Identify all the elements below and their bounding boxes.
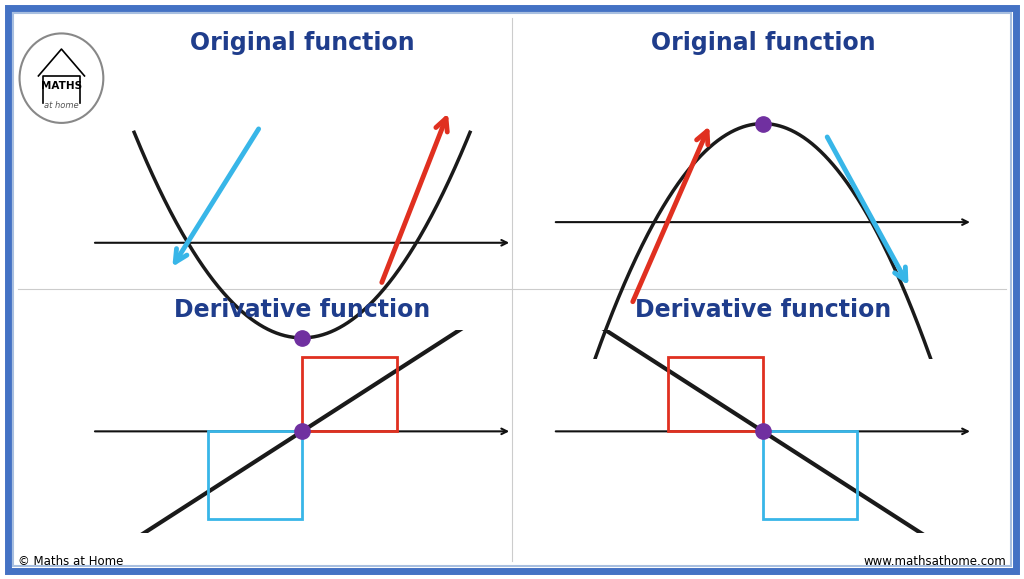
- Text: www.mathsathome.com: www.mathsathome.com: [863, 555, 1006, 568]
- Circle shape: [19, 34, 103, 123]
- Text: MATHS: MATHS: [41, 81, 82, 91]
- Text: Original function: Original function: [189, 31, 415, 55]
- Bar: [669, 357, 763, 431]
- Bar: [302, 357, 396, 431]
- Text: at home: at home: [44, 101, 79, 111]
- Bar: [763, 431, 857, 519]
- Text: Original function: Original function: [650, 31, 876, 55]
- Text: Derivative function: Derivative function: [174, 298, 430, 322]
- Bar: [208, 431, 302, 519]
- Text: Derivative function: Derivative function: [635, 298, 891, 322]
- Text: © Maths at Home: © Maths at Home: [18, 555, 123, 568]
